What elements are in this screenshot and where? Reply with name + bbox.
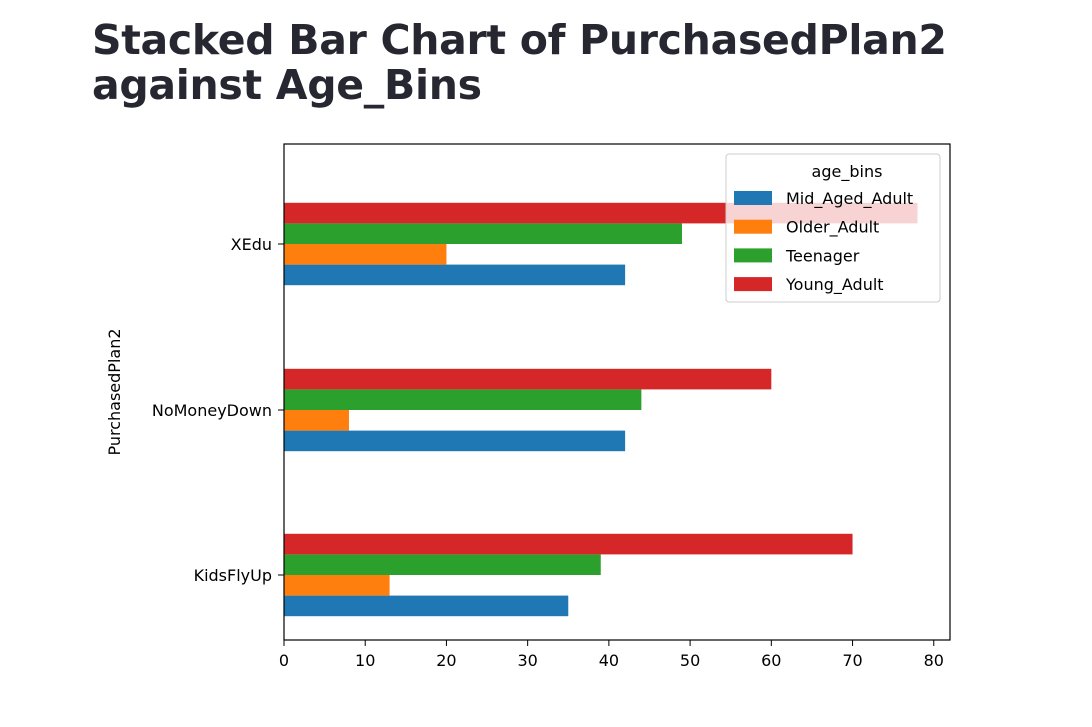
legend-swatch-mid-aged-adult <box>734 191 772 205</box>
legend-label-teenager: Teenager <box>785 246 860 265</box>
legend-swatch-young-adult <box>734 277 772 292</box>
y-axis-label: PurchasedPlan2 <box>105 328 124 455</box>
legend-box <box>725 153 941 303</box>
x-tick-label: 60 <box>761 651 781 670</box>
legend-swatch-older-adult <box>734 219 772 234</box>
x-tick-label: 0 <box>279 651 289 670</box>
legend-label-mid-aged-adult: Mid_Aged_Adult <box>786 189 913 209</box>
legend-swatch-teenager <box>734 248 772 263</box>
legend: age_bins Mid_Aged_Adult Older_Adult Teenage… <box>725 153 941 303</box>
y-tick-label: NoMoneyDown <box>152 401 272 420</box>
x-tick-label: 30 <box>517 651 537 670</box>
bars-group <box>284 202 918 617</box>
x-tick-label: 50 <box>680 651 700 670</box>
page-title: Stacked Bar Chart of PurchasedPlan2 agai… <box>92 16 947 109</box>
y-tick-label: KidsFlyUp <box>194 566 272 585</box>
y-tick-label: XEdu <box>231 235 272 254</box>
bar-mid-aged-adult-kidsflyup <box>284 595 569 617</box>
x-tick-label: 40 <box>599 651 619 670</box>
x-tick-label: 20 <box>436 651 456 670</box>
bar-older-adult-xedu <box>284 244 447 265</box>
legend-title: age_bins <box>812 162 883 182</box>
legend-label-older-adult: Older_Adult <box>786 218 879 238</box>
bar-young-adult-kidsflyup <box>284 533 853 555</box>
bar-mid-aged-adult-xedu <box>284 264 626 286</box>
x-tick-label: 80 <box>924 651 944 670</box>
legend-label-young-adult: Young_Adult <box>785 275 884 295</box>
bar-mid-aged-adult-nomoneydown <box>284 430 626 452</box>
bar-older-adult-kidsflyup <box>284 575 390 596</box>
plot-frame <box>283 143 951 641</box>
bar-teenager-xedu <box>284 223 682 244</box>
bar-young-adult-nomoneydown <box>284 368 772 390</box>
bar-teenager-kidsflyup <box>284 554 601 575</box>
axes-group: 0 10 20 30 40 50 60 70 80 KidsFlyUp NoMoneyDown XEd… <box>105 143 951 670</box>
x-tick-label: 70 <box>842 651 862 670</box>
x-tick-label: 10 <box>355 651 375 670</box>
bar-teenager-nomoneydown <box>284 389 642 410</box>
bar-older-adult-nomoneydown <box>284 410 349 431</box>
